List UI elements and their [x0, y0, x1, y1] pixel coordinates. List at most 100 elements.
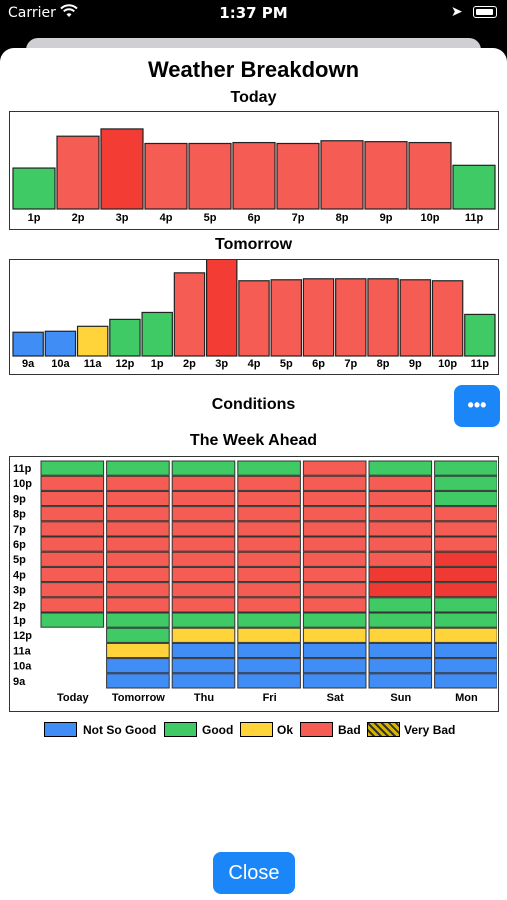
heat-cell — [434, 627, 498, 643]
heat-cell — [434, 475, 498, 491]
heat-cell — [368, 506, 433, 522]
bar — [206, 260, 238, 357]
heat-cell — [171, 582, 236, 598]
heat-cell — [434, 506, 498, 522]
legend-label: Good — [202, 723, 234, 737]
tomorrow-chart: 9a 10a 11a 12p 1p 2p 3p 4p 5p 6p 7p 8p 9p 10p 11p — [9, 259, 499, 375]
heat-cell — [106, 506, 170, 522]
bar — [141, 311, 173, 357]
heat-cell — [40, 566, 105, 583]
heat-cell — [171, 627, 236, 643]
heat-cell — [368, 673, 433, 689]
bar — [56, 135, 100, 210]
heat-cell — [171, 612, 236, 628]
heat-cell — [434, 566, 498, 583]
heat-cell — [106, 566, 170, 583]
heat-cell — [40, 506, 105, 522]
tomorrow-bar-chart: 9a 10a 11a 12p 1p 2p 3p 4p 5p 6p 7p 8p 9p 10p 11p — [12, 260, 496, 370]
hour-row-label: 9a — [13, 676, 26, 688]
hour-row-label: 2p — [13, 600, 26, 612]
heat-cell — [40, 582, 105, 598]
heat-cell — [368, 597, 433, 613]
heat-cell — [434, 642, 498, 659]
heat-cell — [237, 582, 301, 598]
bar — [408, 141, 452, 210]
today-bar-chart: 1p 2p 3p 4p 5p 6p 7p 8p 9p 10p 11p — [12, 128, 496, 224]
bar — [232, 141, 276, 210]
bar — [100, 128, 144, 210]
heat-cell — [237, 506, 301, 522]
heat-cell — [40, 597, 105, 613]
heat-cell — [368, 475, 433, 491]
heat-cell — [171, 551, 236, 567]
heat-cell — [368, 627, 433, 643]
hour-row-label: 3p — [13, 585, 26, 597]
bar — [270, 279, 302, 357]
close-button[interactable]: Close — [213, 852, 295, 894]
legend-swatch — [300, 722, 333, 737]
legend-label: Ok — [277, 723, 294, 737]
tomorrow-heading: Tomorrow — [214, 236, 293, 253]
heat-cell — [368, 612, 433, 628]
hour-row-label: 4p — [13, 569, 26, 581]
bar — [109, 318, 141, 357]
hour-tick-label: 11a — [84, 358, 103, 370]
heat-cell — [237, 536, 301, 552]
hour-row-label: 8p — [13, 509, 26, 521]
hour-tick-label: 9p — [409, 358, 422, 370]
heat-cell — [434, 582, 498, 598]
heat-cell — [368, 536, 433, 552]
legend: Not So Good Good Ok Bad Very Bad — [0, 720, 507, 740]
hour-tick-label: 1p — [28, 212, 41, 224]
hour-tick-label: 3p — [116, 212, 129, 224]
bar — [276, 142, 320, 210]
page-title: Weather Breakdown — [147, 57, 360, 82]
heat-cell — [40, 521, 105, 537]
heat-cell — [302, 521, 367, 537]
bar — [44, 330, 77, 357]
bar — [399, 279, 432, 357]
heat-cell — [368, 582, 433, 598]
heat-cell — [237, 658, 301, 674]
status-bar: Carrier 1:37 PM ➤ — [0, 0, 507, 30]
heat-cell — [171, 642, 236, 659]
carrier-label: Carrier — [8, 5, 56, 21]
day-column-label: Today — [57, 692, 89, 704]
heat-cell — [171, 475, 236, 491]
heat-cell — [302, 582, 367, 598]
heat-cell — [302, 612, 367, 628]
heat-cell — [237, 490, 301, 507]
legend-swatch — [44, 722, 77, 737]
heat-cell — [40, 551, 105, 567]
heat-cell — [171, 597, 236, 613]
hour-tick-label: 2p — [72, 212, 85, 224]
more-options-button[interactable]: ••• — [454, 385, 500, 427]
bar — [320, 140, 364, 210]
heat-cell — [368, 642, 433, 659]
heat-cell — [302, 490, 367, 507]
heat-cell — [171, 460, 236, 476]
hour-row-label: 1p — [13, 615, 26, 627]
location-arrow-icon: ➤ — [450, 4, 463, 20]
hour-tick-label: 1p — [151, 358, 164, 370]
heat-cell — [434, 460, 498, 476]
heat-cell — [434, 521, 498, 537]
heat-cell — [171, 506, 236, 522]
hour-tick-label: 3p — [215, 358, 228, 370]
day-column-label: Sat — [327, 692, 344, 704]
heat-cell — [40, 536, 105, 552]
hour-tick-label: 10p — [438, 358, 457, 370]
heat-cell — [237, 627, 301, 643]
heat-cell — [40, 475, 105, 491]
heat-cell — [237, 673, 301, 689]
heat-cell — [434, 597, 498, 613]
bar — [302, 278, 335, 357]
heat-cell — [302, 460, 367, 476]
battery-icon — [473, 6, 497, 18]
hour-tick-label: 12p — [115, 358, 134, 370]
legend-label: Not So Good — [83, 723, 157, 737]
day-column-label: Sun — [390, 692, 411, 704]
heat-cell — [106, 627, 170, 643]
bar — [144, 142, 188, 210]
bar — [12, 331, 44, 357]
